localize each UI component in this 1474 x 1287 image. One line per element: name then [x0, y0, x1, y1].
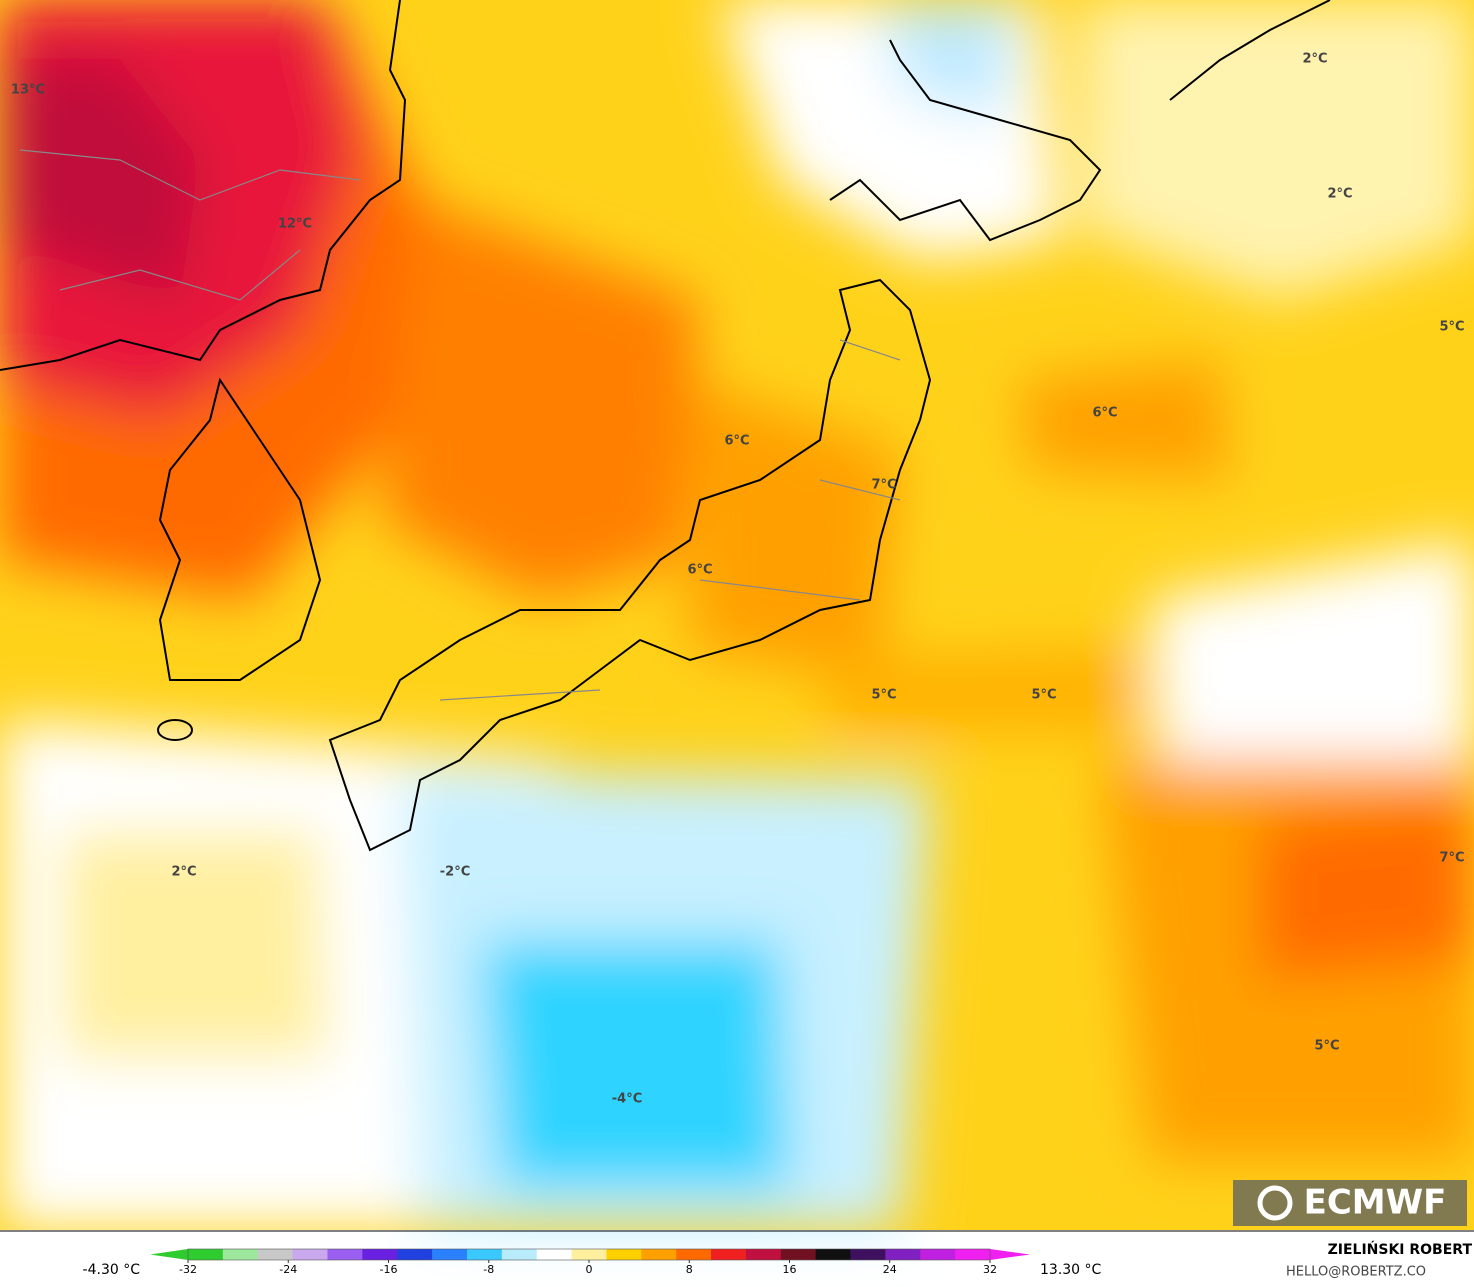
contour-label: 5°C	[871, 688, 896, 703]
admin-borders	[19, 149, 901, 701]
colorbar-segment	[641, 1249, 677, 1260]
contact: HELLO@ROBERTZ.CO	[1286, 1265, 1426, 1280]
colorbar-segment	[711, 1249, 747, 1260]
colorbar-segment	[815, 1249, 852, 1260]
colorbar-tick-label: 0	[586, 1263, 593, 1276]
colorbar-segment	[955, 1249, 991, 1260]
colorbar-tick-label: -8	[483, 1263, 494, 1276]
contour-label: -2°C	[440, 865, 470, 880]
colorbar-tick-label: 8	[686, 1263, 693, 1276]
colorbar-segment	[850, 1249, 886, 1260]
contour-label: 7°C	[871, 478, 896, 493]
colorbar-segment	[188, 1249, 224, 1260]
colorbar-tick-label: 24	[883, 1263, 897, 1276]
contour-label: 13°C	[11, 83, 45, 98]
colorbar-segment	[780, 1249, 817, 1260]
min-label: -4.30 °C	[83, 1262, 141, 1278]
contour-label: -4°C	[612, 1092, 642, 1107]
colorbar-tick-label: -24	[279, 1263, 297, 1276]
temperature-field	[0, 0, 1474, 1230]
colorbar-segment	[745, 1249, 782, 1260]
contour-label: 5°C	[1314, 1039, 1339, 1054]
colorbar-segment	[571, 1249, 607, 1260]
colorbar-segment	[432, 1249, 468, 1260]
contour-label: 6°C	[724, 434, 749, 449]
author: ZIELIŃSKI ROBERT	[1328, 1240, 1473, 1258]
colorbar-segment	[606, 1249, 642, 1260]
contour-label: 12°C	[278, 217, 312, 232]
colorbar-segment	[536, 1249, 573, 1260]
logo: ECMWF	[1233, 1180, 1467, 1226]
colorbar-segment	[222, 1249, 259, 1260]
colorbar-segment	[397, 1249, 433, 1260]
colorbar-segment	[362, 1249, 398, 1260]
colorbar-tick-label: -16	[380, 1263, 398, 1276]
colorbar-segment	[257, 1249, 294, 1260]
colorbar-segment	[292, 1249, 328, 1260]
colorbar-tick-label: 32	[983, 1263, 997, 1276]
contour-label: 5°C	[1439, 320, 1464, 335]
colorbar-segment	[327, 1249, 363, 1260]
contour-label: 2°C	[171, 865, 196, 880]
coastlines	[0, 0, 1331, 852]
contour-label: 2°C	[1327, 187, 1352, 202]
colorbar-segment	[920, 1249, 956, 1260]
max-label: 13.30 °C	[1040, 1262, 1102, 1278]
colorbar-segment	[676, 1249, 712, 1260]
contour-label: 2°C	[1302, 52, 1327, 67]
colorbar-segment	[466, 1249, 503, 1260]
colorbar-tick-label: -32	[179, 1263, 197, 1276]
logo-text: ECMWF	[1304, 1183, 1447, 1223]
colorbar-segment	[501, 1249, 538, 1260]
colorbar-arrow	[990, 1249, 1030, 1260]
contour-label: 6°C	[1092, 406, 1117, 421]
colorbar-tick-label: 16	[783, 1263, 797, 1276]
contour-label: 6°C	[687, 563, 712, 578]
colorbar-arrow	[150, 1249, 188, 1260]
contour-label: 5°C	[1031, 688, 1056, 703]
contour-labels: 13°C 12°C 2°C 2°C 5°C 6°C 6°C 7°C 6°C 5°C 5°C 7°C 2°…	[11, 52, 1465, 1107]
colorbar-segment	[885, 1249, 921, 1260]
colorbar: -32 -24 -16 -8 0 8 16 24 32	[150, 1248, 1030, 1276]
contour-label: 7°C	[1439, 851, 1464, 866]
